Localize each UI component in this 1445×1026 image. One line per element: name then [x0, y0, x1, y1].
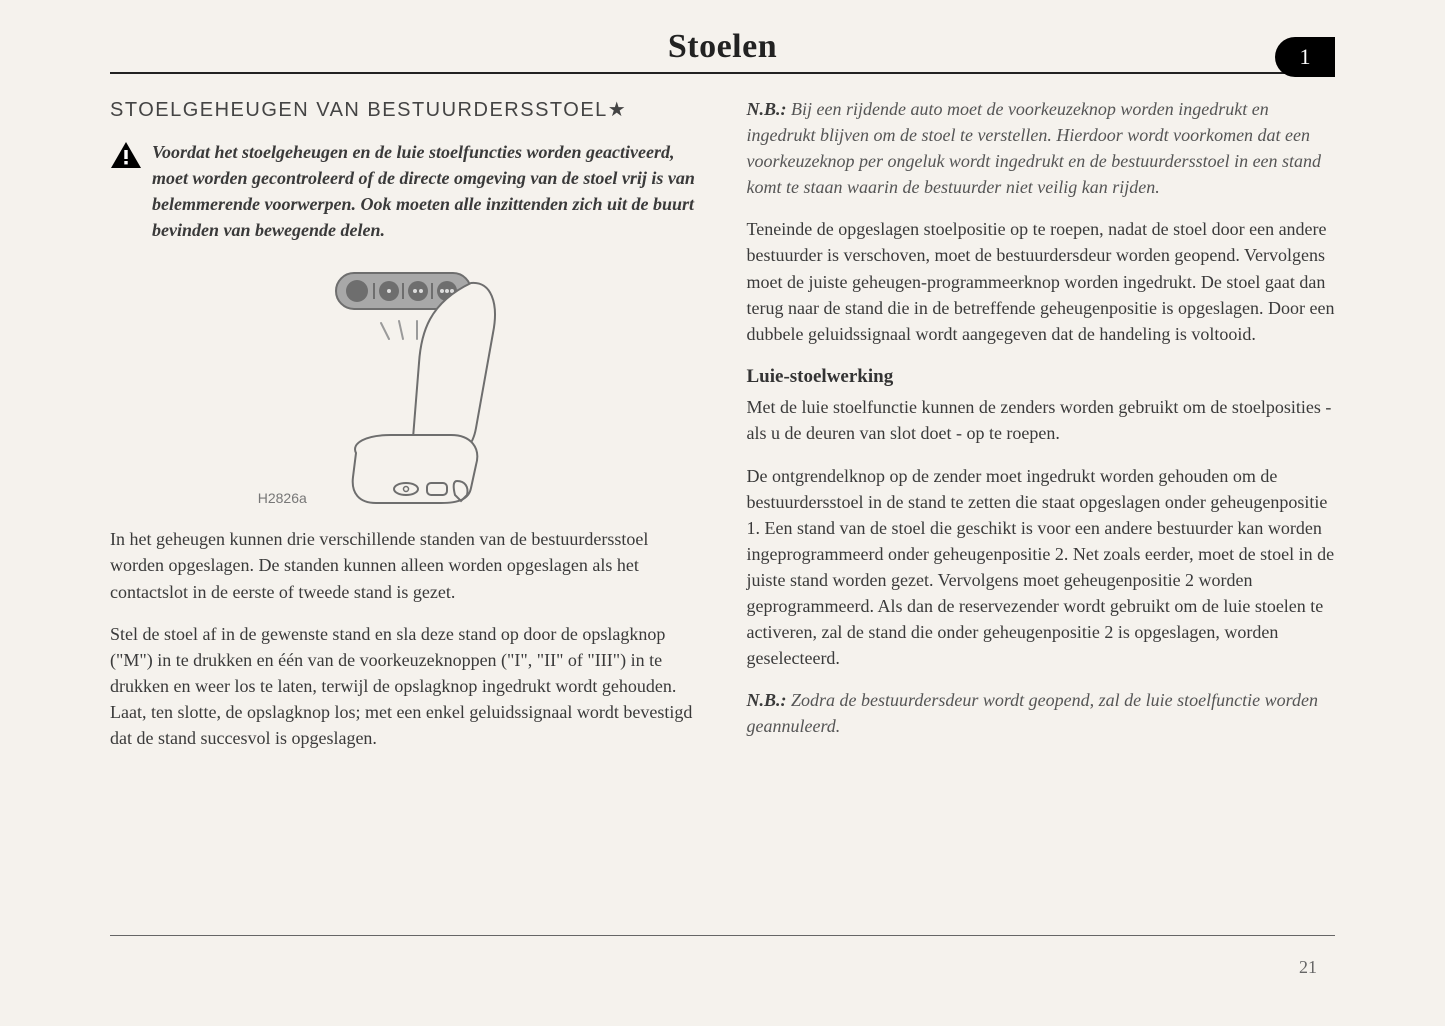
subsection-heading: Luie-stoelwerking: [747, 363, 1336, 391]
section-tab: 1: [1275, 37, 1335, 77]
seat-figure: H2826a: [110, 263, 699, 508]
nb-1: N.B.: Bij een rijdende auto moet de voor…: [747, 96, 1336, 200]
left-paragraph-1: In het geheugen kunnen drie verschillend…: [110, 526, 699, 604]
right-column: N.B.: Bij een rijdende auto moet de voor…: [747, 96, 1336, 767]
warning-triangle-icon: [110, 141, 142, 176]
warning-text: Voordat het stoelgeheugen en de luie sto…: [152, 139, 699, 243]
nb2-label: N.B.:: [747, 690, 787, 710]
title-rule: [110, 72, 1335, 74]
page-title: Stoelen: [110, 28, 1335, 72]
seat-diagram-icon: [321, 263, 551, 508]
page-number: 21: [1299, 957, 1317, 978]
right-paragraph-3: De ontgrendelknop op de zender moet inge…: [747, 463, 1336, 672]
right-paragraph-2: Met de luie stoelfunctie kunnen de zende…: [747, 394, 1336, 446]
nb2-text: Zodra de bestuurdersdeur wordt geopend, …: [747, 690, 1318, 736]
manual-page: Stoelen 1 STOELGEHEUGEN VAN BESTUURDERSS…: [0, 0, 1445, 1026]
left-paragraph-2: Stel de stoel af in de gewenste stand en…: [110, 621, 699, 751]
footer-rule: [110, 935, 1335, 936]
right-paragraph-1: Teneinde de opgeslagen stoelpositie op t…: [747, 216, 1336, 346]
content-columns: STOELGEHEUGEN VAN BESTUURDERSSTOEL★ Voor…: [110, 96, 1335, 767]
warning-block: Voordat het stoelgeheugen en de luie sto…: [110, 139, 699, 243]
nb-2: N.B.: Zodra de bestuurdersdeur wordt geo…: [747, 687, 1336, 739]
figure-label: H2826a: [258, 488, 307, 508]
nb1-label: N.B.:: [747, 99, 787, 119]
section-heading: STOELGEHEUGEN VAN BESTUURDERSSTOEL★: [110, 96, 699, 125]
left-column: STOELGEHEUGEN VAN BESTUURDERSSTOEL★ Voor…: [110, 96, 699, 767]
nb1-text: Bij een rijdende auto moet de voorkeuzek…: [747, 99, 1322, 197]
